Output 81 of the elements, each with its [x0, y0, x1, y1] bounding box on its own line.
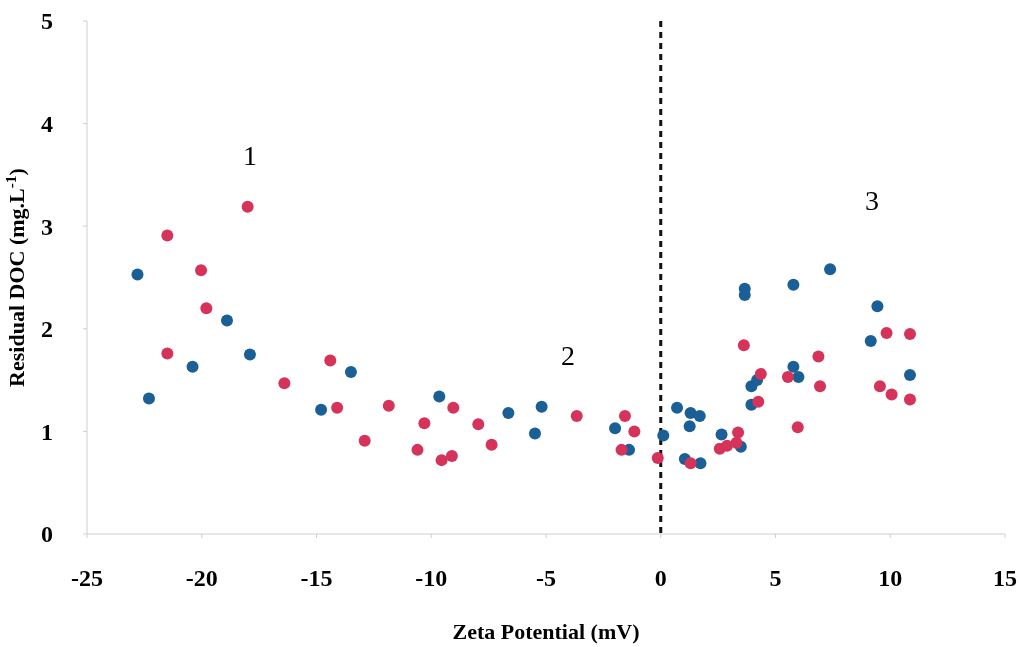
point [732, 426, 745, 439]
point [382, 399, 395, 412]
y-tick-label: 5 [41, 8, 53, 35]
point [445, 450, 458, 463]
point [535, 400, 548, 413]
point [502, 406, 515, 419]
point [871, 300, 884, 313]
point [684, 457, 697, 470]
point [221, 314, 233, 327]
point [657, 429, 670, 442]
point [324, 354, 337, 367]
point [447, 401, 460, 414]
point [331, 401, 344, 414]
y-tick-label: 1 [41, 418, 53, 445]
point [754, 367, 767, 380]
point [315, 403, 328, 416]
point [792, 371, 805, 384]
point [618, 410, 631, 423]
point [812, 350, 825, 363]
x-axis-title: Zeta Potential (mV) [452, 619, 640, 644]
x-tick-label: 5 [769, 565, 782, 591]
annotation: 1 [243, 139, 257, 171]
point [161, 347, 174, 360]
x-tick-label: -20 [185, 565, 218, 591]
point [787, 278, 800, 291]
point [411, 443, 424, 456]
point [142, 392, 155, 405]
point [715, 428, 728, 441]
point [528, 427, 541, 440]
point [131, 268, 144, 281]
point [609, 422, 622, 435]
point [781, 371, 794, 384]
point [903, 393, 916, 406]
point [885, 388, 898, 401]
point [683, 420, 696, 433]
x-tick-label: 10 [878, 565, 903, 591]
point [864, 335, 877, 348]
point [903, 368, 916, 381]
point [485, 438, 498, 451]
point [693, 410, 706, 423]
point [814, 380, 827, 393]
point [344, 365, 357, 378]
x-tick-label: 15 [993, 565, 1017, 591]
point [791, 421, 804, 434]
point [243, 348, 256, 361]
x-tick-label: 0 [654, 565, 667, 591]
point [433, 390, 446, 403]
point [418, 417, 431, 430]
point [241, 200, 254, 213]
y-tick-label: 0 [41, 521, 53, 548]
point [161, 229, 174, 242]
annotation: 2 [561, 339, 575, 371]
x-tick-label: -25 [71, 565, 103, 591]
point [472, 418, 485, 431]
point [903, 327, 916, 340]
point [195, 264, 208, 277]
point [615, 443, 628, 456]
point [200, 302, 213, 315]
point [730, 436, 743, 449]
point [787, 360, 800, 373]
point [671, 401, 684, 414]
x-tick-label: -15 [300, 565, 333, 591]
point [435, 454, 448, 467]
x-tick-label: -10 [415, 565, 448, 591]
annotation: 3 [865, 184, 879, 216]
point [737, 339, 750, 352]
point [651, 452, 664, 465]
point [721, 439, 734, 452]
y-tick-label: 2 [41, 316, 53, 343]
point [880, 326, 893, 339]
y-tick-label: 4 [41, 111, 53, 137]
y-tick-label: 3 [41, 213, 53, 240]
point [824, 263, 837, 276]
point [628, 425, 641, 438]
point [186, 360, 199, 373]
point [873, 380, 886, 393]
point [278, 377, 291, 390]
x-tick-label: -5 [536, 565, 556, 591]
point [570, 410, 583, 423]
point [358, 434, 371, 447]
point [752, 395, 765, 408]
